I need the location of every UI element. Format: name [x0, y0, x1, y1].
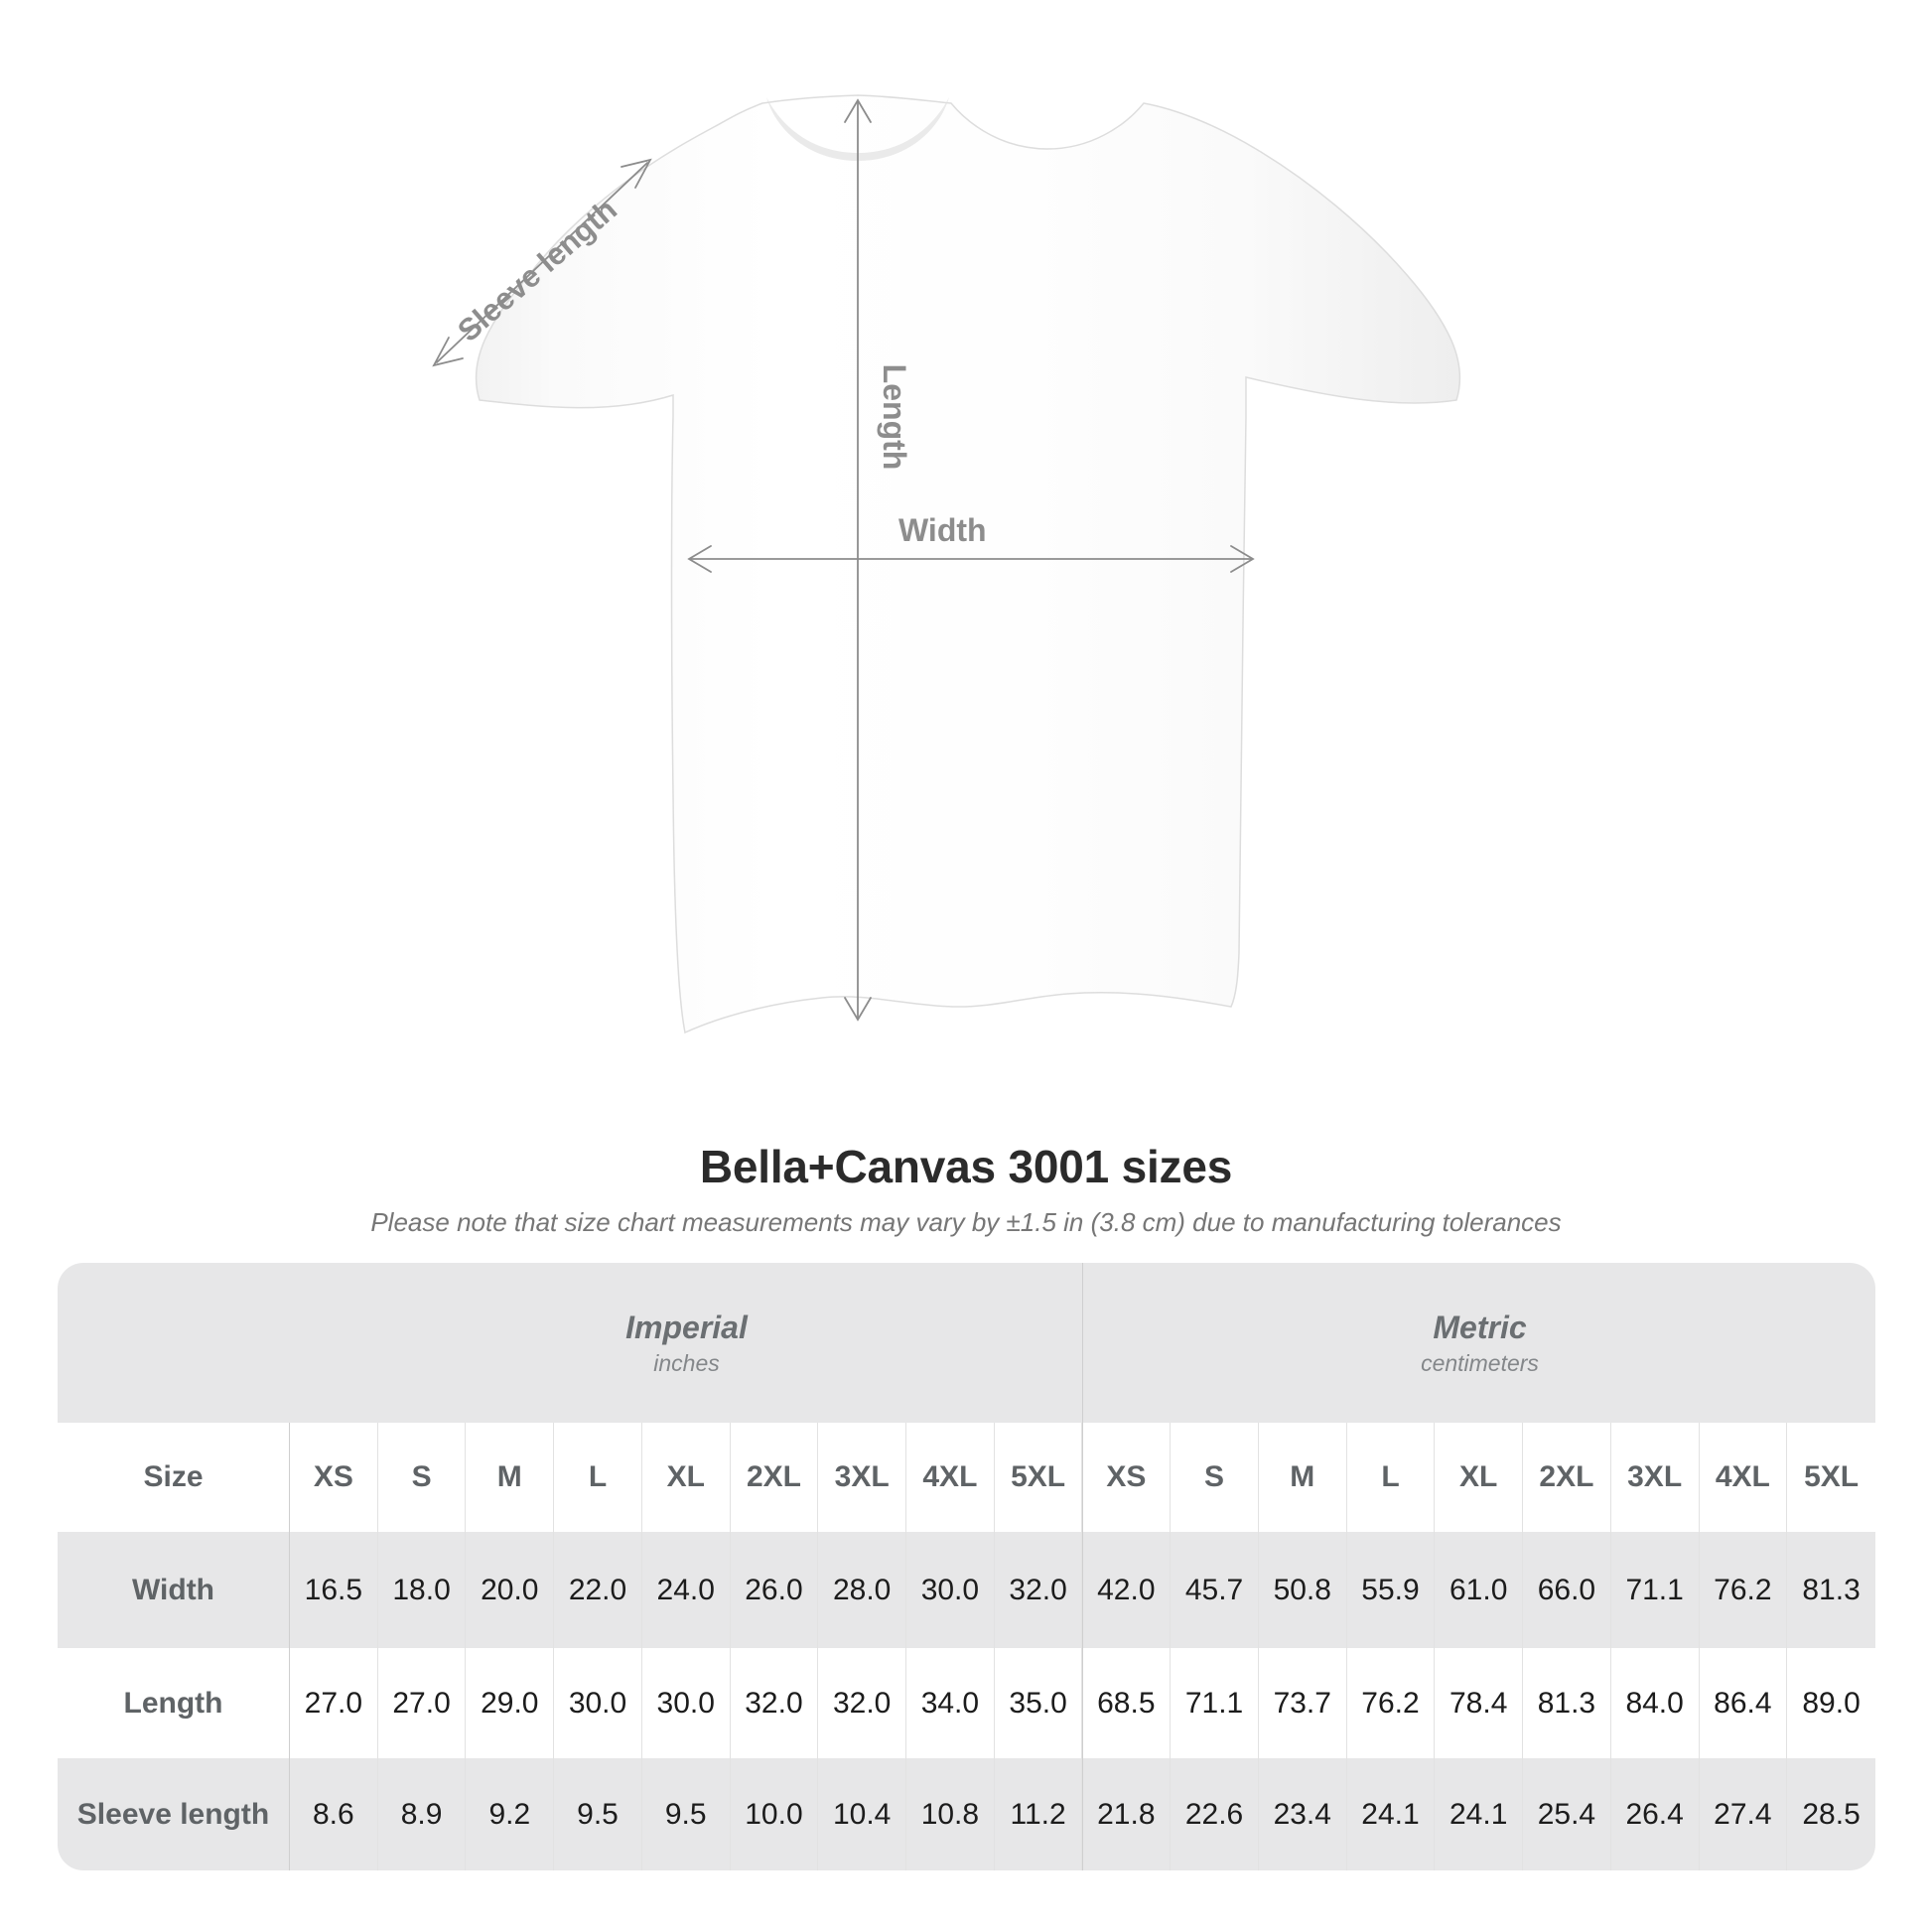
svg-text:Width: Width [898, 512, 987, 548]
svg-text:Length: Length [877, 364, 912, 471]
